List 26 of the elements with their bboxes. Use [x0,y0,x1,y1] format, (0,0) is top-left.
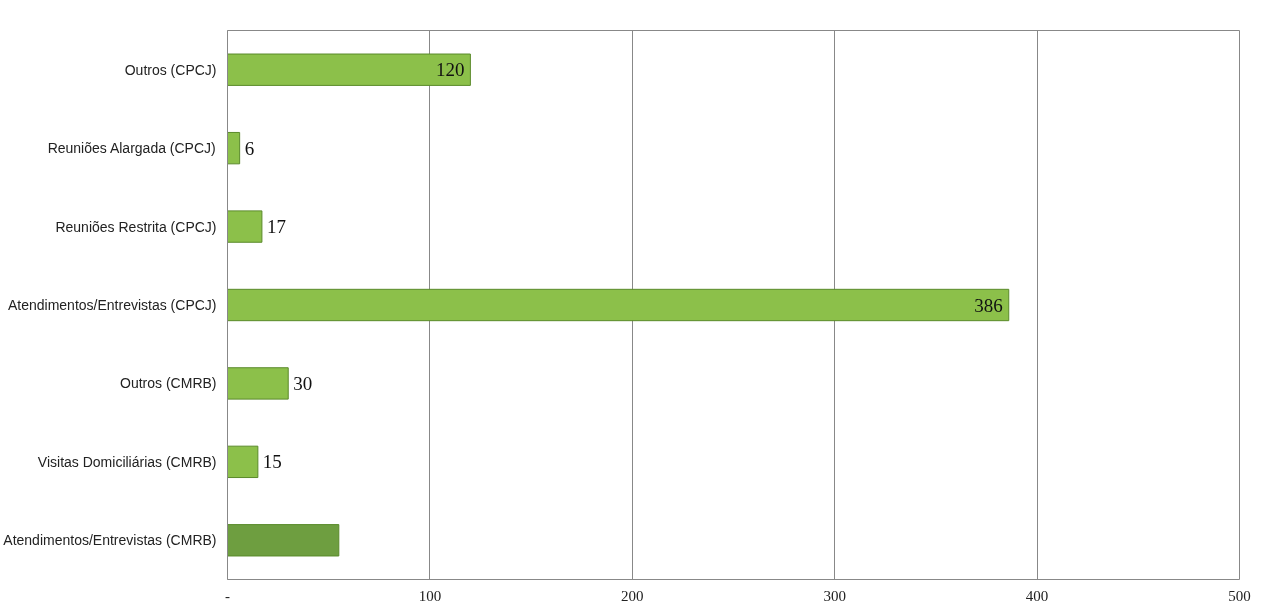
data-label: 120 [435,59,465,81]
data-label: 6 [244,137,255,159]
x-tick-label: - [225,587,230,604]
x-tick-label: 300 [823,587,846,604]
y-tick-label: Visitas Domiciliárias (CMRB) [37,453,217,470]
y-tick-label: Outros (CPCJ) [124,61,217,78]
bar [227,53,471,86]
y-tick-label: Atendimentos/Entrevistas (CMRB) [3,532,217,549]
x-tick-label: 500 [1228,587,1251,604]
data-label: 15 [262,451,282,473]
data-label: 17 [266,216,286,238]
x-tick-label: 100 [418,587,442,604]
data-label: 30 [293,372,313,394]
bar [227,524,340,557]
bar [227,131,241,165]
x-tick-label: 400 [1025,587,1049,604]
bar [227,367,289,400]
x-tick-label: 200 [621,587,644,604]
bar [227,210,263,243]
y-tick-label: Reuniões Alargada (CPCJ) [47,140,216,157]
y-tick-label: Atendimentos/Entrevistas (CPCJ) [7,297,217,313]
data-label: 386 [974,294,1003,316]
y-tick-label: Outros (CMRB) [120,375,217,392]
y-tick-label: Reuniões Restrita (CPCJ) [55,218,217,235]
bar [227,288,1010,322]
bar [227,445,259,479]
